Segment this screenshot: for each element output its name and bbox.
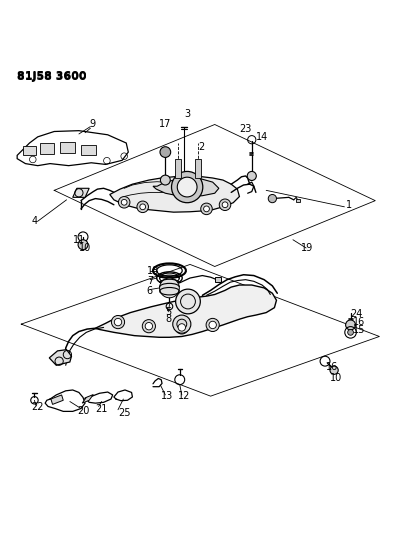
Polygon shape bbox=[153, 178, 219, 197]
Text: 22: 22 bbox=[31, 402, 44, 412]
Polygon shape bbox=[82, 394, 93, 403]
Text: 81J58 3600: 81J58 3600 bbox=[17, 71, 87, 82]
Text: 13: 13 bbox=[161, 391, 173, 401]
Text: 8: 8 bbox=[165, 314, 171, 324]
Circle shape bbox=[346, 320, 356, 330]
Circle shape bbox=[177, 177, 197, 197]
Circle shape bbox=[112, 316, 125, 329]
Circle shape bbox=[171, 172, 203, 203]
Polygon shape bbox=[175, 159, 180, 178]
Circle shape bbox=[160, 147, 171, 157]
Text: 21: 21 bbox=[95, 403, 108, 414]
Text: 7: 7 bbox=[147, 276, 153, 286]
Polygon shape bbox=[59, 142, 75, 154]
Circle shape bbox=[330, 366, 338, 374]
Circle shape bbox=[78, 240, 88, 249]
Polygon shape bbox=[23, 146, 36, 155]
Polygon shape bbox=[73, 188, 89, 197]
Text: 12: 12 bbox=[178, 391, 190, 401]
Circle shape bbox=[159, 278, 179, 298]
Polygon shape bbox=[40, 143, 54, 154]
Text: 1: 1 bbox=[347, 200, 353, 210]
Text: 10: 10 bbox=[330, 373, 342, 383]
Circle shape bbox=[114, 318, 122, 326]
Circle shape bbox=[119, 197, 130, 208]
Circle shape bbox=[348, 329, 354, 335]
Text: 23: 23 bbox=[240, 124, 252, 134]
Text: 16: 16 bbox=[326, 362, 338, 373]
Text: 18: 18 bbox=[147, 265, 159, 276]
Circle shape bbox=[160, 175, 170, 185]
Text: 9: 9 bbox=[89, 119, 95, 130]
Circle shape bbox=[204, 206, 209, 212]
Circle shape bbox=[201, 203, 212, 215]
Text: 5: 5 bbox=[165, 307, 171, 317]
Circle shape bbox=[140, 204, 145, 209]
Text: 81J58 3600: 81J58 3600 bbox=[17, 72, 87, 82]
Circle shape bbox=[142, 320, 155, 333]
Polygon shape bbox=[17, 131, 128, 166]
Text: 11: 11 bbox=[73, 235, 85, 245]
Polygon shape bbox=[49, 350, 71, 365]
Circle shape bbox=[268, 195, 276, 203]
Text: 19: 19 bbox=[301, 243, 313, 253]
Text: 15: 15 bbox=[353, 325, 365, 335]
Circle shape bbox=[178, 324, 185, 331]
Text: 25: 25 bbox=[118, 408, 131, 418]
Text: 20: 20 bbox=[77, 406, 89, 416]
Text: 14: 14 bbox=[256, 132, 268, 142]
Circle shape bbox=[247, 172, 256, 181]
Polygon shape bbox=[51, 395, 63, 405]
Text: 10: 10 bbox=[79, 243, 91, 253]
Polygon shape bbox=[195, 159, 201, 178]
Text: 4: 4 bbox=[31, 216, 38, 226]
Text: 3: 3 bbox=[184, 109, 190, 119]
Polygon shape bbox=[95, 285, 276, 337]
Circle shape bbox=[137, 201, 148, 213]
Circle shape bbox=[175, 321, 188, 334]
Polygon shape bbox=[215, 277, 221, 282]
Text: 17: 17 bbox=[159, 119, 171, 130]
Polygon shape bbox=[81, 145, 96, 155]
Text: 24: 24 bbox=[351, 309, 363, 319]
Polygon shape bbox=[110, 176, 240, 212]
Circle shape bbox=[176, 289, 200, 314]
Text: 6: 6 bbox=[147, 286, 153, 296]
Text: 2: 2 bbox=[198, 142, 204, 152]
Circle shape bbox=[145, 322, 152, 330]
Polygon shape bbox=[296, 199, 300, 202]
Circle shape bbox=[206, 318, 219, 332]
Circle shape bbox=[209, 321, 216, 329]
Circle shape bbox=[219, 199, 231, 211]
Circle shape bbox=[222, 202, 228, 208]
Circle shape bbox=[121, 199, 127, 205]
Circle shape bbox=[173, 315, 191, 333]
Text: 16: 16 bbox=[353, 317, 365, 327]
